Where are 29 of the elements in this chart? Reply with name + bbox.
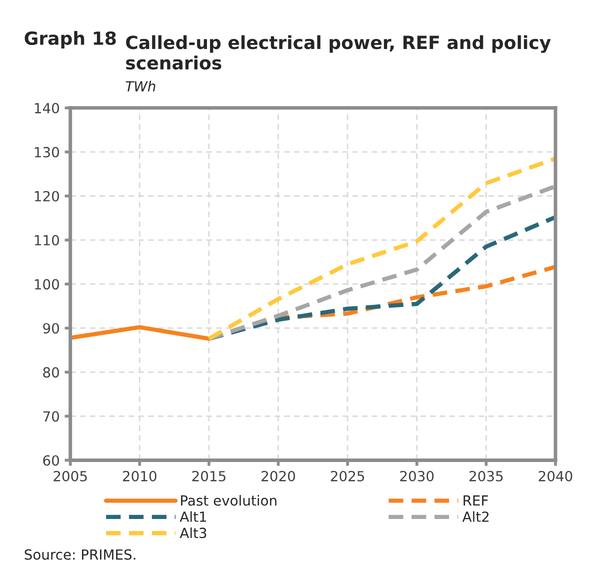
x-tick-label: 2040 [538,470,572,482]
y-tick-label: 70 [43,411,59,422]
y-tick-label: 80 [43,367,59,378]
x-tick-label: 2005 [54,470,87,482]
y-tick-label: 100 [34,279,59,290]
x-tick-label: 2020 [262,470,295,482]
legend-label: REF [464,495,488,506]
legend-label: Past evolution [181,494,276,506]
legend-label: Alt2 [462,511,489,522]
caption: Graph 18 [24,31,116,49]
source-note: Source: PRIMES. [24,549,136,560]
chart-title: Called-up electrical power, REF and policy scenarios [126,35,551,70]
y-tick-label: 110 [34,235,59,246]
line-series [206,215,556,341]
x-tick-label: 2035 [470,470,503,482]
y-tick-label: 60 [43,455,59,466]
x-tick-label: 2030 [400,470,434,482]
legend-label: Alt3 [180,527,206,538]
y-tick-label: 90 [43,323,59,334]
x-tick-label: 2015 [192,470,226,482]
legend-label: Alt1 [180,511,206,522]
line-series [206,184,556,341]
x-tick-label: 2010 [122,470,156,482]
line-series [206,156,556,341]
y-tick-label: 120 [34,190,59,202]
chart-subtitle: TWh [126,80,156,92]
x-tick-label: 2025 [330,470,364,482]
y-tick-label: 140 [34,102,59,114]
y-tick-label: 130 [34,146,59,158]
